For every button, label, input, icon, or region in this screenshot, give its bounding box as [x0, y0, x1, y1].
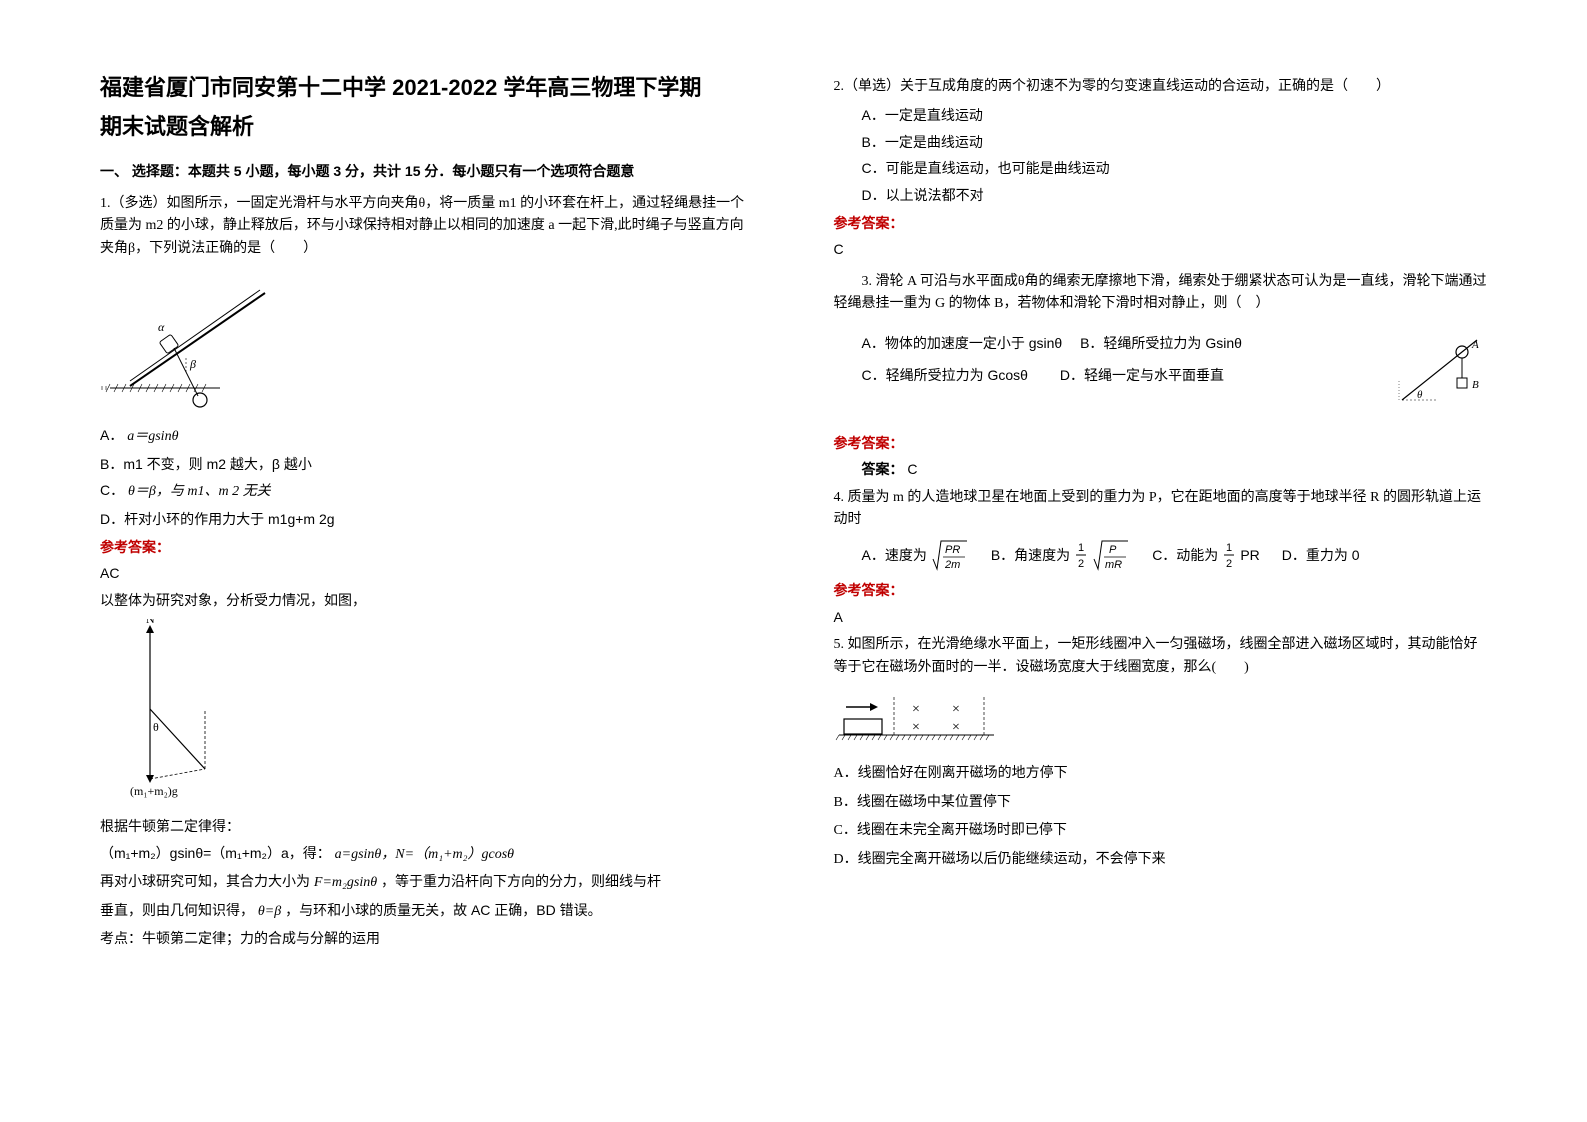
q3-optCD: C．轻绳所受拉力为 Gcosθ D．轻绳一定与水平面垂直: [862, 364, 1388, 386]
q5-optB: B．线圈在磁场中某位置停下: [834, 792, 1488, 814]
q4-optC-post: PR: [1240, 544, 1259, 566]
svg-text:2: 2: [1078, 558, 1084, 570]
q1-exp5-post: ，与环和小球的质量无关，故 AC 正确，BD 错误。: [285, 902, 602, 918]
q5-optD: D．线圈完全离开磁场以后仍能继续运动，不会停下来: [834, 849, 1488, 871]
q1-optA-text: a＝gsinθ: [127, 429, 178, 444]
frac-icon-1: 1 2: [1074, 539, 1088, 571]
q1-exp6: 考点：牛顿第二定律；力的合成与分解的运用: [100, 927, 754, 949]
q3-ans-val: C: [907, 461, 917, 477]
title-line1: 福建省厦门市同安第十二中学 2021-2022 学年高三物理下学期: [100, 70, 754, 105]
section-heading: 一、 选择题：本题共 5 小题，每小题 3 分，共计 15 分．每小题只有一个选…: [100, 160, 754, 182]
q3-ans: 答案： C: [834, 458, 1488, 480]
q2-stem: 2.（单选）关于互成角度的两个初速不为零的匀变速直线运动的合运动，正确的是（ ）: [834, 76, 1488, 98]
q1-exp4-pre: 再对小球研究可知，其合力大小为: [100, 873, 314, 889]
left-column: 福建省厦门市同安第十二中学 2021-2022 学年高三物理下学期 期末试题含解…: [100, 70, 754, 1052]
svg-text:×: ×: [952, 720, 960, 735]
svg-text:P: P: [1109, 544, 1117, 556]
svg-text:×: ×: [952, 702, 960, 717]
q3-stem: 3. 滑轮 A 可沿与水平面成θ角的绳索无摩擦地下滑，绳索处于绷紧状态可认为是一…: [834, 271, 1488, 316]
svg-text:mR: mR: [1105, 559, 1122, 571]
q4-ans: A: [834, 606, 1488, 628]
q3-optD: D．轻绳一定与水平面垂直: [1060, 367, 1224, 383]
q1-stem: 1.（多选）如图所示，一固定光滑杆与水平方向夹角θ，将一质量 m1 的小环套在杆…: [100, 193, 754, 260]
svg-text:1: 1: [1226, 542, 1232, 554]
q1-optC-prefix: C．: [100, 482, 124, 498]
svg-text:(m₁+m₂)g: (m₁+m₂)g: [130, 784, 178, 798]
q3-ans-pre: 答案：: [862, 461, 904, 477]
svg-text:A: A: [1471, 339, 1479, 351]
q5-figure: × × × ×: [834, 687, 1488, 755]
svg-text:2: 2: [1226, 558, 1232, 570]
q3-ans-label: 参考答案：: [834, 432, 1488, 454]
q1-exp5: 垂直，则由几何知识得， θ=β ，与环和小球的质量无关，故 AC 正确，BD 错…: [100, 899, 754, 923]
q1-force-figure: N θ (m₁+m₂)g: [100, 619, 754, 807]
q5-stem: 5. 如图所示，在光滑绝缘水平面上，一矩形线圈冲入一匀强磁场，线圈全部进入磁场区…: [834, 634, 1488, 679]
q4-optC-pre: C．动能为: [1152, 544, 1218, 566]
q4-options: A．速度为 PR 2m B．角速度为 1 2 P mR C．动能为 1 2 PR…: [862, 537, 1488, 573]
q1-exp5-eq: θ=β: [258, 904, 281, 919]
sqrt-icon-2: P mR: [1092, 537, 1130, 573]
q1-exp3-eq: a=gsinθ，N=（m₁+m₂）gcosθ: [335, 847, 514, 862]
q1-exp4-post: ，等于重力沿杆向下方向的分力，则细线与杆: [381, 873, 661, 889]
q3-optC: C．轻绳所受拉力为 Gcosθ: [862, 367, 1028, 383]
q1-ans-label: 参考答案：: [100, 536, 754, 558]
svg-text:θ: θ: [153, 720, 159, 734]
q2-optB: B．一定是曲线运动: [862, 131, 1488, 153]
q2-ans-label: 参考答案：: [834, 212, 1488, 234]
frac-icon-2: 1 2: [1222, 539, 1236, 571]
q1-optA: A． a＝gsinθ: [100, 424, 754, 448]
title-line2: 期末试题含解析: [100, 109, 754, 144]
q1-optB: B．m1 不变，则 m2 越大，β 越小: [100, 453, 754, 475]
q3-optB: B．轻绳所受拉力为 Gsinθ: [1080, 335, 1242, 351]
q1-exp4: 再对小球研究可知，其合力大小为 F=m₂gsinθ ，等于重力沿杆向下方向的分力…: [100, 870, 754, 894]
q1-exp3-pre: （m₁+m₂）gsinθ=（m₁+m₂）a，得：: [100, 845, 331, 861]
q1-optC-text: θ＝β，与 m1、m 2 无关: [128, 484, 271, 499]
svg-text:2m: 2m: [944, 559, 960, 571]
svg-text:B: B: [1472, 379, 1479, 391]
q5-optC: C．线圈在未完全离开磁场时即已停下: [834, 820, 1488, 842]
svg-text:×: ×: [912, 702, 920, 717]
q4-stem: 4. 质量为 m 的人造地球卫星在地面上受到的重力为 P，它在距地面的高度等于地…: [834, 487, 1488, 532]
q1-exp5-pre: 垂直，则由几何知识得，: [100, 902, 254, 918]
svg-text:α: α: [158, 320, 165, 334]
q4-optD: D．重力为 0: [1282, 544, 1360, 566]
q2-optD: D．以上说法都不对: [862, 184, 1488, 206]
q1-exp3: （m₁+m₂）gsinθ=（m₁+m₂）a，得： a=gsinθ，N=（m₁+m…: [100, 842, 754, 866]
q4-optB-pre: B．角速度为: [991, 544, 1070, 566]
q1-exp4-f: F=m₂gsinθ: [314, 875, 377, 890]
svg-text:θ: θ: [1417, 389, 1423, 401]
q5-optA: A．线圈恰好在刚离开磁场的地方停下: [834, 763, 1488, 785]
svg-text:×: ×: [912, 720, 920, 735]
q4-ans-label: 参考答案：: [834, 579, 1488, 601]
svg-text:1: 1: [1078, 542, 1084, 554]
q4-optA-pre: A．速度为: [862, 544, 927, 566]
q1-exp2: 根据牛顿第二定律得：: [100, 815, 754, 837]
right-column: 2.（单选）关于互成角度的两个初速不为零的匀变速直线运动的合运动，正确的是（ ）…: [834, 70, 1488, 1052]
q3-optA: A．物体的加速度一定小于 gsinθ: [862, 335, 1063, 351]
q2-ans: C: [834, 238, 1488, 260]
q3-optAB: A．物体的加速度一定小于 gsinθ B．轻绳所受拉力为 Gsinθ: [862, 332, 1388, 354]
svg-text:PR: PR: [945, 544, 960, 556]
svg-text:N: N: [146, 619, 155, 626]
q1-optA-prefix: A．: [100, 427, 123, 443]
q1-optC: C． θ＝β，与 m1、m 2 无关: [100, 479, 754, 503]
q1-ans: AC: [100, 562, 754, 584]
sqrt-icon-1: PR 2m: [931, 537, 969, 573]
q1-optD: D．杆对小环的作用力大于 m1g+m 2g: [100, 508, 754, 530]
q3-figure: A B θ: [1397, 330, 1487, 418]
q2-optA: A．一定是直线运动: [862, 104, 1488, 126]
q1-exp1: 以整体为研究对象，分析受力情况，如图，: [100, 589, 754, 611]
q2-optC: C．可能是直线运动，也可能是曲线运动: [862, 157, 1488, 179]
q1-figure: α β: [100, 268, 754, 416]
svg-text:β: β: [189, 357, 196, 371]
